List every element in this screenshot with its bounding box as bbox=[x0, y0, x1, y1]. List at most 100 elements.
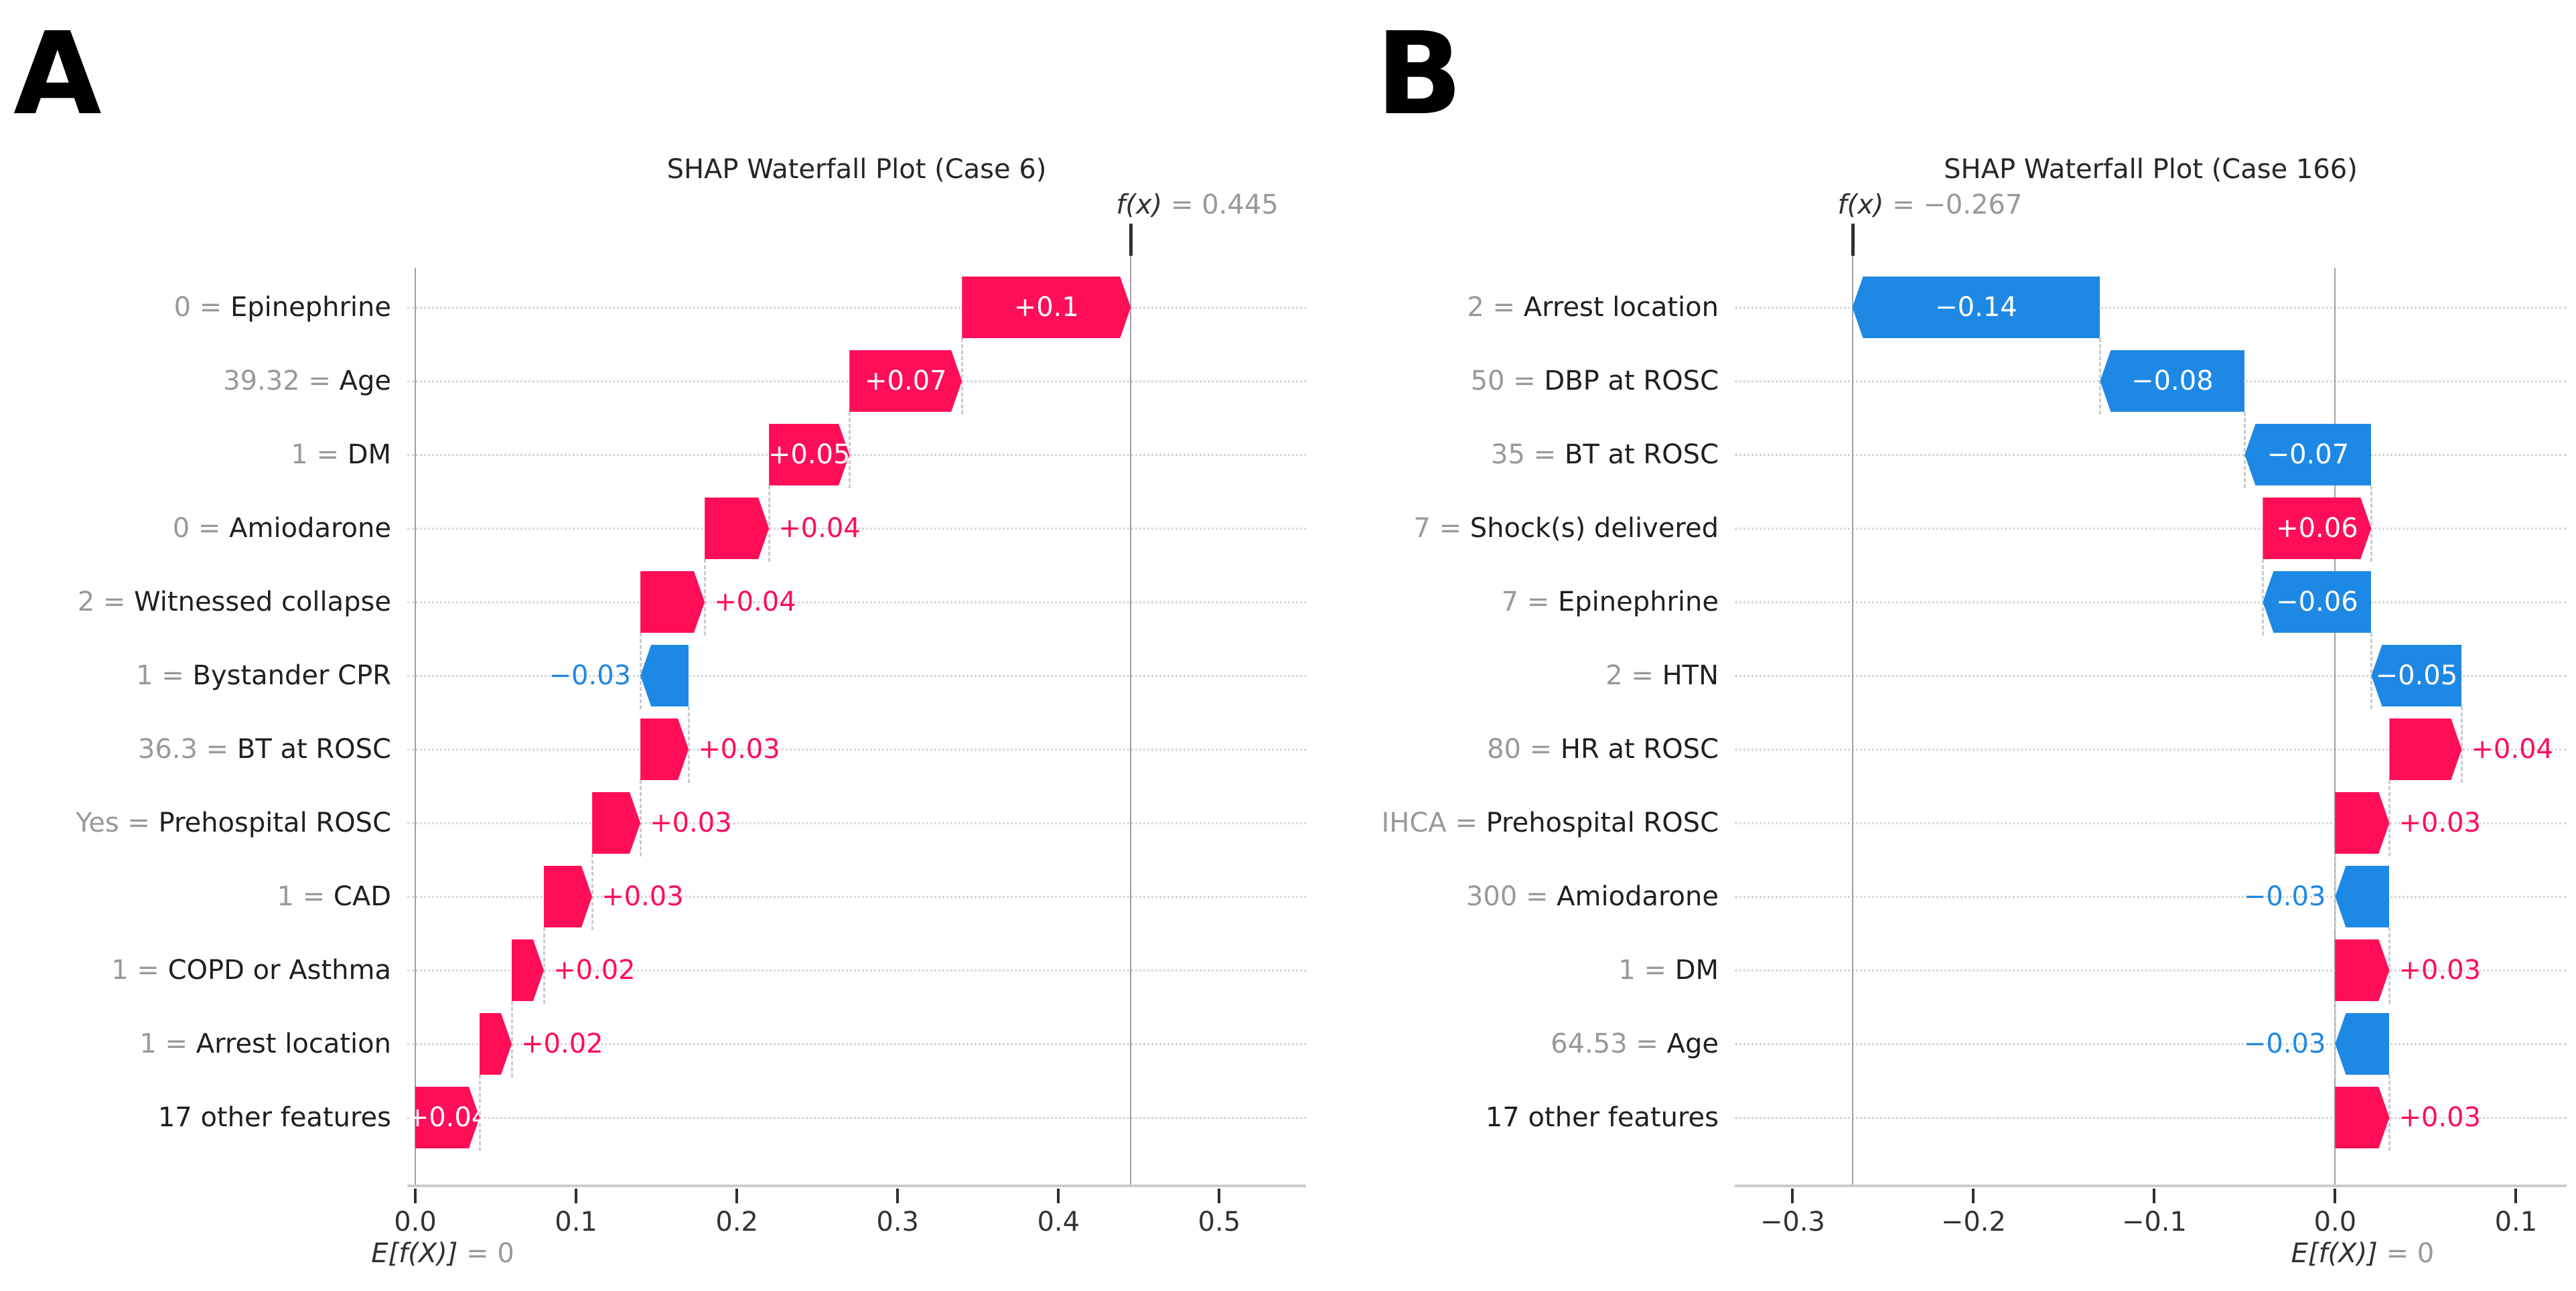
connector-line bbox=[543, 927, 546, 1004]
feature-label: 39.32 = Age bbox=[0, 362, 391, 400]
connector-line bbox=[704, 559, 707, 635]
axis-tick-label: −0.2 bbox=[1940, 1207, 2006, 1237]
feature-value: 80 = bbox=[1487, 734, 1561, 765]
waterfall-bar bbox=[640, 571, 705, 633]
feature-name: Epinephrine bbox=[230, 292, 391, 323]
expected-value-label: E[f(X)] = 0 bbox=[309, 1237, 577, 1270]
waterfall-bar bbox=[544, 866, 592, 927]
bar-value-label: +0.1 bbox=[1013, 292, 1079, 323]
feature-label: 50 = DBP at ROSC bbox=[1116, 362, 1719, 400]
feature-label: 1 = DM bbox=[1116, 952, 1719, 989]
gridline bbox=[1735, 896, 2567, 898]
feature-name: Arrest location bbox=[1523, 292, 1719, 323]
waterfall-bar bbox=[2263, 571, 2372, 633]
bar-value-label: +0.03 bbox=[698, 734, 780, 765]
feature-value: 2 = bbox=[1467, 292, 1524, 323]
feature-label: 1 = Bystander CPR bbox=[0, 657, 391, 694]
feature-name: Age bbox=[1666, 1029, 1719, 1059]
feature-name: Arrest location bbox=[196, 1029, 391, 1059]
gridline bbox=[407, 1043, 1306, 1045]
feature-name: DBP at ROSC bbox=[1544, 366, 1719, 396]
connector-line bbox=[2262, 559, 2265, 635]
waterfall-bar bbox=[592, 792, 640, 854]
axis-tick bbox=[1791, 1189, 1794, 1203]
axis-tick-label: −0.1 bbox=[2121, 1207, 2187, 1237]
bar-value-label: −0.03 bbox=[549, 660, 632, 691]
panel-a-title: SHAP Waterfall Plot (Case 6) bbox=[666, 154, 1047, 185]
waterfall-bar bbox=[640, 645, 689, 706]
bar-value-label: +0.07 bbox=[864, 366, 947, 396]
feature-value: 1 = bbox=[1618, 955, 1675, 986]
bar-value-label: +0.04 bbox=[2471, 734, 2553, 765]
waterfall-bar bbox=[2244, 424, 2372, 485]
feature-name: 17 other features bbox=[1485, 1102, 1719, 1133]
waterfall-bar bbox=[2335, 866, 2390, 927]
gridline bbox=[407, 454, 1306, 456]
panel-b-letter: B bbox=[1376, 8, 1463, 141]
bar-value-label: −0.14 bbox=[1935, 292, 2017, 323]
feature-value: 7 = bbox=[1501, 587, 1558, 617]
gridline bbox=[1735, 601, 2567, 603]
feature-label: 17 other features bbox=[1116, 1099, 1719, 1136]
feature-name: HR at ROSC bbox=[1560, 734, 1719, 765]
feature-name: HTN bbox=[1662, 660, 1719, 691]
axis-tick-label: 0.1 bbox=[555, 1207, 597, 1237]
zero-line bbox=[415, 268, 416, 1185]
connector-line bbox=[511, 1001, 514, 1077]
gridline bbox=[407, 675, 1306, 677]
connector-line bbox=[640, 633, 642, 709]
connector-line bbox=[2388, 780, 2391, 856]
bar-value-label: −0.03 bbox=[2243, 1029, 2326, 1059]
bar-value-label: +0.06 bbox=[2276, 513, 2358, 544]
feature-value: 1 = bbox=[291, 439, 348, 470]
waterfall-bar bbox=[2335, 1013, 2390, 1075]
axis-tick bbox=[414, 1189, 417, 1203]
feature-value: 1 = bbox=[139, 1029, 196, 1059]
axis-tick bbox=[1218, 1189, 1221, 1203]
fx-tick-mark bbox=[1129, 224, 1133, 256]
axis-tick-label: 0.0 bbox=[394, 1207, 437, 1237]
waterfall-bar bbox=[705, 498, 769, 559]
axis-tick-label: 0.3 bbox=[876, 1207, 920, 1237]
feature-label: 0 = Amiodarone bbox=[0, 510, 391, 547]
feature-name: Age bbox=[339, 366, 391, 396]
waterfall-bar bbox=[415, 1087, 480, 1148]
bar-value-label: +0.02 bbox=[521, 1029, 603, 1059]
bar-value-label: −0.07 bbox=[2267, 439, 2350, 470]
bar-value-label: +0.03 bbox=[2399, 808, 2481, 838]
waterfall-bar bbox=[2335, 939, 2389, 1001]
feature-label: 1 = COPD or Asthma bbox=[0, 952, 391, 989]
bar-value-label: +0.03 bbox=[650, 808, 732, 838]
connector-line bbox=[768, 485, 771, 562]
gridline bbox=[1735, 1043, 2567, 1045]
bar-value-label: −0.05 bbox=[2375, 660, 2458, 691]
waterfall-bar bbox=[962, 277, 1131, 338]
feature-name: Bystander CPR bbox=[192, 660, 391, 691]
gridline bbox=[407, 822, 1306, 824]
feature-value: 1 = bbox=[277, 881, 334, 912]
feature-label: 80 = HR at ROSC bbox=[1116, 731, 1719, 768]
feature-label: 7 = Epinephrine bbox=[1116, 583, 1719, 621]
feature-name: 17 other features bbox=[157, 1102, 391, 1133]
connector-line bbox=[2244, 412, 2246, 488]
axis-tick-label: −0.3 bbox=[1760, 1207, 1825, 1237]
feature-name: BT at ROSC bbox=[1564, 439, 1719, 470]
feature-value: Yes = bbox=[76, 808, 159, 838]
fx-symbol: f(x) bbox=[1116, 189, 1163, 220]
expected-value-number: = 0 bbox=[457, 1238, 514, 1269]
axis-tick bbox=[896, 1189, 900, 1203]
bar-value-label: −0.06 bbox=[2276, 587, 2358, 617]
bar-value-label: +0.03 bbox=[2399, 955, 2481, 986]
axis-tick-label: 0.4 bbox=[1037, 1207, 1080, 1237]
bar-value-label: +0.04 bbox=[714, 587, 796, 617]
expected-value-number: = 0 bbox=[2377, 1238, 2435, 1269]
connector-line bbox=[2334, 854, 2337, 930]
feature-label: 0 = Epinephrine bbox=[0, 289, 391, 326]
connector-line bbox=[2370, 633, 2373, 709]
connector-line bbox=[849, 412, 851, 488]
gridline bbox=[407, 601, 1306, 603]
feature-label: 17 other features bbox=[0, 1099, 391, 1136]
fx-value-label: f(x) = 0.445 bbox=[1116, 189, 1278, 221]
feature-name: DM bbox=[1674, 955, 1719, 986]
gridline bbox=[407, 528, 1306, 530]
